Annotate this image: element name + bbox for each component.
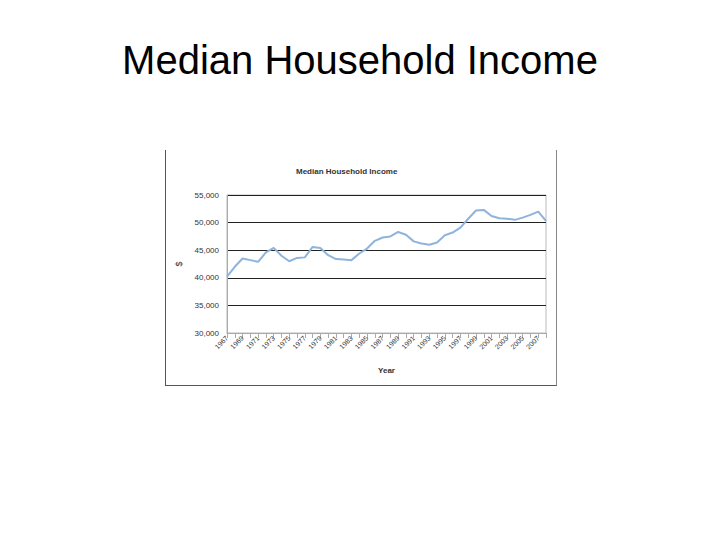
svg-text:1977: 1977 [291, 334, 307, 350]
svg-text:Median Household Income: Median Household Income [296, 167, 398, 176]
svg-text:1989: 1989 [385, 334, 401, 350]
svg-text:1967: 1967 [214, 334, 230, 350]
svg-text:1991: 1991 [400, 334, 416, 350]
svg-text:1981: 1981 [322, 334, 338, 350]
svg-text:1985: 1985 [354, 334, 370, 350]
svg-text:2001: 2001 [478, 334, 494, 350]
svg-text:1999: 1999 [463, 334, 479, 350]
svg-text:2005: 2005 [509, 334, 525, 350]
svg-text:1973: 1973 [260, 334, 276, 350]
svg-text:1975: 1975 [276, 334, 292, 350]
svg-text:40,000: 40,000 [195, 273, 220, 282]
svg-text:1983: 1983 [338, 334, 354, 350]
svg-text:Year: Year [378, 366, 395, 375]
svg-text:2003: 2003 [494, 334, 510, 350]
svg-text:30,000: 30,000 [195, 329, 220, 338]
html-text:Median Household Income: Median Household Income [122, 38, 598, 82]
svg-text:$: $ [174, 261, 184, 266]
svg-text:50,000: 50,000 [195, 218, 220, 227]
svg-text:2007: 2007 [525, 334, 541, 350]
svg-text:1993: 1993 [416, 334, 432, 350]
svg-text:35,000: 35,000 [195, 301, 220, 310]
svg-text:55,000: 55,000 [195, 191, 220, 200]
svg-text:1969: 1969 [229, 334, 245, 350]
svg-text:1997: 1997 [447, 334, 463, 350]
svg-text:1987: 1987 [369, 334, 385, 350]
svg-text:1995: 1995 [431, 334, 447, 350]
svg-text:45,000: 45,000 [195, 246, 220, 255]
svg-text:1979: 1979 [307, 334, 323, 350]
svg-text:1971: 1971 [245, 334, 261, 350]
